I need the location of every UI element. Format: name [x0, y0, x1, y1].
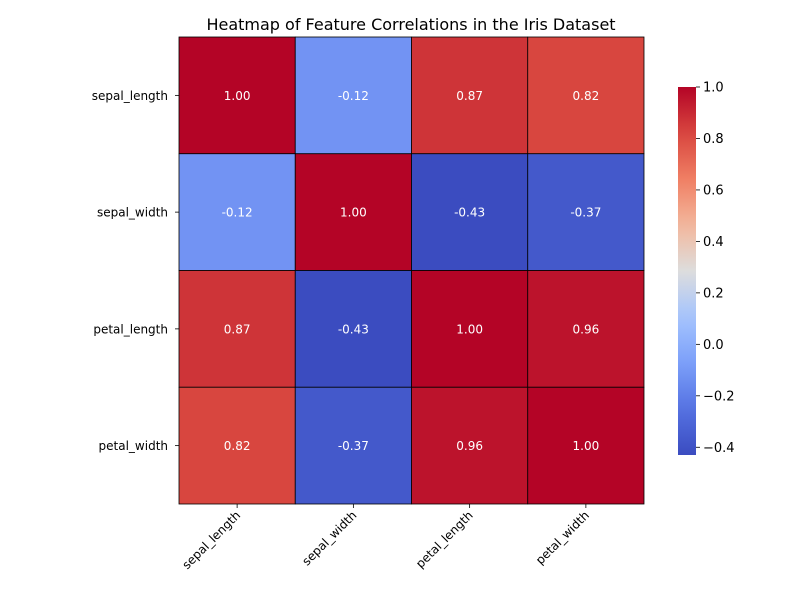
colorbar-tick-label: 1.0: [703, 81, 724, 96]
cell-value-label: 1.00: [224, 89, 251, 103]
colorbar-tick-label: −0.4: [703, 441, 735, 456]
heatmap-cells: 1.00 -0.12 0.87 0.82 -0.12 1.00 -0.43 -0.37 0.87…: [179, 37, 644, 504]
y-tick-label: sepal_length: [92, 89, 168, 103]
cell-value-label: 1.00: [456, 322, 483, 336]
colorbar-tick-label: 0.8: [703, 132, 724, 147]
x-axis-ticks: sepal_length sepal_width petal_length petal…: [179, 504, 592, 572]
cell-value-label: 0.96: [456, 439, 483, 453]
cell-value-label: 1.00: [573, 439, 600, 453]
cell-value-label: 0.87: [224, 322, 251, 336]
colorbar-tick-label: 0.0: [703, 338, 724, 353]
cell-value-label: 0.82: [573, 89, 600, 103]
cell-value-label: 0.96: [573, 322, 600, 336]
y-tick-label: sepal_width: [97, 206, 168, 220]
cell-value-label: 0.87: [456, 89, 483, 103]
y-axis-ticks: sepal_length sepal_width petal_lengthpetal…: [92, 89, 179, 453]
x-tick-label: sepal_length: [179, 508, 243, 572]
chart-title: Heatmap of Feature Correlations in the I…: [206, 15, 615, 34]
cell-value-label: -0.43: [454, 206, 485, 220]
colorbar-tick-label: 0.2: [703, 286, 724, 301]
y-tick-label: petal_length: [93, 322, 168, 336]
cell-value-label: -0.12: [222, 206, 253, 220]
cell-value-label: -0.43: [338, 322, 369, 336]
cell-value-label: -0.37: [338, 439, 369, 453]
cell-value-label: 0.82: [224, 439, 251, 453]
colorbar-gradient: [678, 87, 696, 455]
cell-value-label: -0.12: [338, 89, 369, 103]
cell-value-label: -0.37: [570, 206, 601, 220]
colorbar-tick-label: 0.6: [703, 183, 724, 198]
colorbar-tick-label: −0.2: [703, 389, 735, 404]
colorbar-tick-label: 0.4: [703, 235, 724, 250]
colorbar: −0.4 −0.2 0.0 0.2 0.4 0.6 0.8 1.0: [678, 81, 735, 456]
y-tick-label: petal_width: [99, 439, 168, 453]
x-tick-label: petal_length: [413, 508, 476, 571]
x-tick-label: sepal_width: [299, 508, 359, 568]
cell-value-label: 1.00: [340, 206, 367, 220]
x-tick-label: petal_width: [533, 508, 592, 567]
